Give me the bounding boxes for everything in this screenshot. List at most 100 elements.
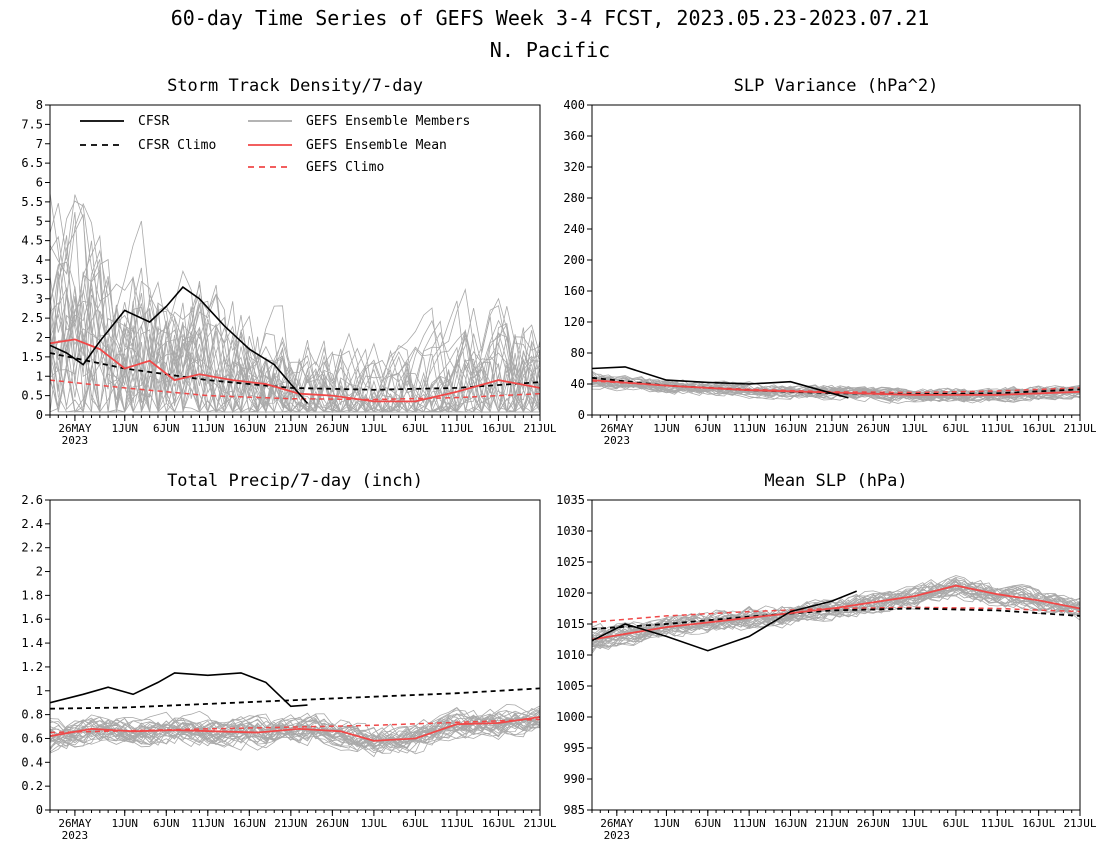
legend-label: CFSR — [138, 114, 169, 129]
y-tick-label: 1020 — [556, 586, 585, 600]
x-tick-label: 26JUN — [857, 817, 890, 830]
ensemble-member-line — [50, 234, 540, 414]
x-tick-label: 1JUL — [361, 422, 388, 435]
y-tick-label: 0.6 — [21, 731, 43, 745]
gefs-ensemble-mean-line — [592, 584, 1080, 641]
y-tick-label: 4.5 — [21, 234, 43, 248]
y-tick-label: 995 — [563, 741, 585, 755]
x-tick-label: 1JUN — [653, 422, 680, 435]
y-tick-label: 8 — [36, 98, 43, 112]
y-tick-label: 990 — [563, 772, 585, 786]
x-tick-label: 11JUL — [440, 817, 473, 830]
y-tick-label: 2.4 — [21, 517, 43, 531]
x-tick-label: 21JUL — [1063, 422, 1096, 435]
y-tick-label: 1.8 — [21, 588, 43, 602]
plot-area — [592, 575, 1080, 654]
x-tick-label: 6JUL — [943, 422, 970, 435]
ensemble-member-line — [50, 271, 540, 414]
plot-frame — [591, 104, 1081, 416]
y-tick-label: 7.5 — [21, 117, 43, 131]
x-tick-label: 1JUN — [653, 817, 680, 830]
panel-title: Total Precip/7-day (inch) — [167, 471, 423, 491]
y-tick-label: 0 — [36, 803, 43, 817]
panel-1: Storm Track Density/7-day 0 0.5 1 1.5 2 2.5 3 3.… — [21, 76, 557, 447]
y-tick-label: 160 — [563, 284, 585, 298]
y-tick-label: 985 — [563, 803, 585, 817]
panel-title: Storm Track Density/7-day — [167, 76, 423, 96]
y-tick-label: 0.8 — [21, 708, 43, 722]
x-tick-label: 26MAY — [600, 422, 633, 435]
ensemble-member-line — [50, 286, 540, 413]
y-tick-label: 320 — [563, 160, 585, 174]
legend-label: GEFS Ensemble Mean — [306, 138, 447, 153]
y-tick-label: 400 — [563, 98, 585, 112]
ensemble-member-line — [50, 718, 540, 748]
y-tick-label: 40 — [571, 377, 585, 391]
x-tick-label: 11JUL — [440, 422, 473, 435]
figure-subtitle: N. Pacific — [490, 38, 610, 62]
y-tick-label: 1 — [36, 369, 43, 383]
y-tick-label: 1025 — [556, 555, 585, 569]
x-tick-label: 1JUL — [901, 422, 928, 435]
y-tick-label: 3.5 — [21, 272, 43, 286]
y-tick-label: 1030 — [556, 524, 585, 538]
x-tick-label: 21JUL — [523, 817, 556, 830]
panel-2: SLP Variance (hPa^2) 0 40 80 120 160 200 240 280… — [563, 76, 1097, 447]
x-tick-label: 1JUL — [901, 817, 928, 830]
y-tick-label: 5 — [36, 214, 43, 228]
x-tick-label: 21JUN — [274, 422, 307, 435]
x-year-label: 2023 — [62, 829, 89, 842]
ensemble-member-line — [50, 293, 540, 413]
cfsr-line — [50, 672, 308, 708]
x-tick-label: 16JUL — [482, 422, 515, 435]
gefs-ensemble-mean-line — [50, 338, 540, 403]
x-tick-label: 6JUL — [943, 817, 970, 830]
panel-title: SLP Variance (hPa^2) — [734, 76, 939, 96]
x-tick-label: 21JUN — [815, 817, 848, 830]
panel-title: Mean SLP (hPa) — [764, 471, 907, 491]
legend-label: GEFS Ensemble Members — [306, 114, 470, 129]
gefs-ensemble-mean-line — [50, 716, 540, 742]
legend: CFSR CFSR Climo GEFS Ensemble Members GEFS … — [80, 114, 470, 175]
x-year-label: 2023 — [62, 434, 89, 447]
y-tick-label: 280 — [563, 191, 585, 205]
ensemble-member-line — [592, 378, 1080, 403]
y-tick-label: 5.5 — [21, 195, 43, 209]
ensemble-member-line — [50, 713, 540, 746]
cfsr-climo-line — [592, 607, 1080, 630]
x-tick-label: 6JUN — [153, 422, 180, 435]
plot-frame — [591, 499, 1081, 811]
y-tick-label: 1.6 — [21, 612, 43, 626]
y-tick-label: 4 — [36, 253, 43, 267]
x-tick-label: 6JUL — [402, 817, 429, 830]
x-tick-label: 16JUN — [233, 422, 266, 435]
ensemble-member-line — [50, 705, 540, 755]
gefs-climo-line — [592, 606, 1080, 623]
plot-area — [50, 672, 540, 758]
y-tick-label: 200 — [563, 253, 585, 267]
y-tick-label: 240 — [563, 222, 585, 236]
y-tick-label: 2.5 — [21, 311, 43, 325]
ensemble-member-line — [592, 377, 1080, 403]
y-tick-label: 1 — [36, 684, 43, 698]
panel-4: Mean SLP (hPa) 985 990 995 1000 1005 1010 1015 1… — [556, 471, 1097, 842]
ensemble-member-line — [50, 235, 540, 413]
x-tick-label: 21JUL — [523, 422, 556, 435]
y-tick-label: 80 — [571, 346, 585, 360]
x-tick-label: 26JUN — [857, 422, 890, 435]
y-tick-label: 0.5 — [21, 389, 43, 403]
x-tick-label: 16JUN — [774, 817, 807, 830]
y-tick-label: 2.2 — [21, 541, 43, 555]
figure-title: 60-day Time Series of GEFS Week 3-4 FCST… — [171, 6, 930, 30]
x-tick-label: 26JUN — [316, 422, 349, 435]
x-tick-label: 26JUN — [316, 817, 349, 830]
x-tick-label: 6JUN — [695, 817, 722, 830]
y-tick-label: 0.2 — [21, 779, 43, 793]
y-tick-label: 0 — [578, 408, 585, 422]
panel-3: Total Precip/7-day (inch)00.20.40.60.811… — [21, 471, 557, 842]
x-tick-label: 1JUN — [111, 422, 138, 435]
x-tick-label: 11JUN — [733, 422, 766, 435]
legend-label: GEFS Climo — [306, 160, 384, 175]
y-tick-label: 1010 — [556, 648, 585, 662]
